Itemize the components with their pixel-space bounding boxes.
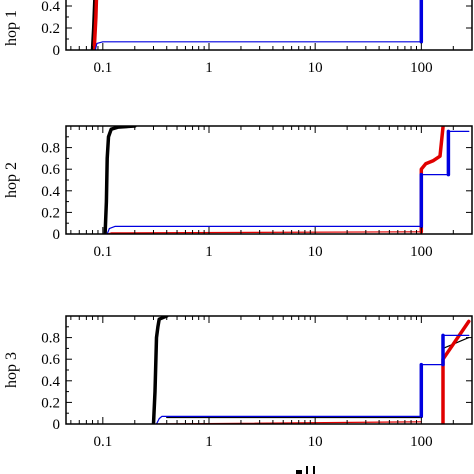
y-tick-label: 0.4 (41, 374, 60, 390)
y-tick-label: 0.8 (41, 141, 60, 157)
y-axis-label: hop 1 (3, 10, 20, 46)
series-group (151, 316, 471, 424)
series-line-2 (94, 41, 422, 50)
series-line-4 (441, 319, 471, 424)
y-tick-label: 0.2 (41, 21, 60, 37)
y-tick-label: 0 (53, 43, 61, 59)
plot-frame (65, 125, 473, 235)
series-group (103, 126, 470, 234)
x-tick-label: 0.1 (93, 434, 112, 450)
series-line-1 (92, 0, 99, 50)
y-tick-label: 0 (53, 227, 61, 243)
y-tick-label: 0.8 (41, 331, 60, 347)
x-tick-label: 1 (205, 434, 213, 450)
series-line-3 (106, 225, 422, 234)
x-tick-label: 0.1 (93, 244, 112, 260)
series-line-2 (419, 126, 445, 234)
y-axis-label: hop 2 (3, 162, 20, 198)
y-axis-label: hop 3 (3, 352, 20, 388)
series-group (90, 0, 424, 50)
plot-frame (65, 0, 473, 51)
series-line-5 (155, 415, 422, 424)
x-tick-label: 100 (410, 60, 433, 76)
x-axis-label-fragment (296, 466, 315, 474)
x-tick-label: 1 (205, 60, 213, 76)
x-tick-label: 10 (308, 244, 323, 260)
y-tick-label: 0.2 (41, 395, 60, 411)
x-tick-label: 1 (205, 244, 213, 260)
series-line-0 (151, 316, 169, 424)
series-line-0 (103, 126, 137, 234)
y-tick-label: 0.6 (41, 352, 60, 368)
x-tick-label: 100 (410, 434, 433, 450)
y-tick-label: 0.2 (41, 205, 60, 221)
x-tick-label: 0.1 (93, 60, 112, 76)
x-tick-label: 10 (308, 60, 323, 76)
plot-frame (65, 315, 473, 425)
y-tick-label: 0.4 (41, 184, 60, 200)
y-tick-label: 0.6 (41, 162, 60, 178)
panel-top: 0 0.2 0.4 0.1 1 10 100 hop 1 (3, 0, 473, 76)
y-tick-label: 0 (53, 417, 61, 433)
y-tick-label: 0.4 (41, 0, 60, 15)
panel-bottom: 0 0.2 0.4 0.6 0.8 0.1 1 10 100 hop 3 (3, 315, 473, 450)
x-tick-label: 100 (410, 244, 433, 260)
x-tick-label: 10 (308, 434, 323, 450)
panel-middle: 0 0.2 0.4 0.6 0.8 0.1 1 10 100 hop 2 (3, 125, 473, 260)
